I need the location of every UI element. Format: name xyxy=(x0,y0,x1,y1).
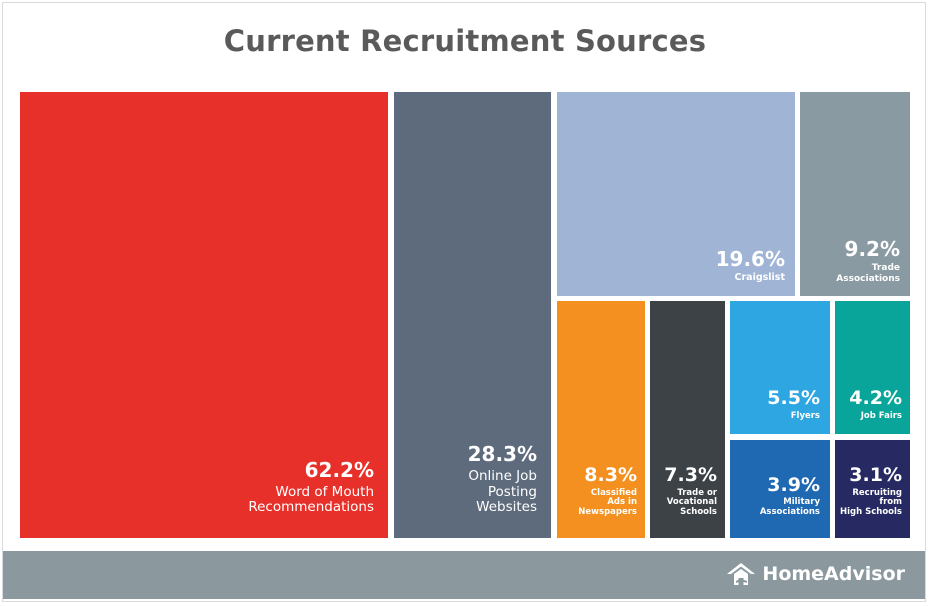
tile-label: Word of Mouth Recommendations xyxy=(248,483,374,516)
tile-trade-associations: 9.2% Trade Associations xyxy=(800,92,910,296)
tile-military-associations: 3.9% Military Associations xyxy=(730,440,830,538)
tile-percent: 9.2% xyxy=(844,237,900,262)
tile-online-job-posting: 28.3% Online Job Posting Websites xyxy=(394,92,551,538)
tile-label: Trade or Vocational Schools xyxy=(666,487,717,518)
tile-label: Recruiting from High Schools xyxy=(840,487,902,518)
tile-percent: 19.6% xyxy=(715,247,785,272)
tile-label: Job Fairs xyxy=(860,411,902,422)
tile-word-of-mouth: 62.2% Word of Mouth Recommendations xyxy=(20,92,388,538)
tile-flyers: 5.5% Flyers xyxy=(730,301,830,434)
tile-label: Military Associations xyxy=(759,497,820,518)
tile-craigslist: 19.6% Craigslist xyxy=(557,92,795,296)
tile-label: Flyers xyxy=(790,411,820,422)
tile-label: Online Job Posting Websites xyxy=(468,468,537,516)
tile-job-fairs: 4.2% Job Fairs xyxy=(835,301,910,434)
tile-percent: 62.2% xyxy=(304,457,374,482)
brand-logo: HomeAdvisor xyxy=(726,562,905,586)
tile-label: Classified Ads in Newspapers xyxy=(578,487,637,518)
tile-percent: 3.9% xyxy=(767,473,820,496)
tile-classified-ads: 8.3% Classified Ads in Newspapers xyxy=(557,301,645,538)
tile-percent: 28.3% xyxy=(467,442,537,467)
tile-label: Craigslist xyxy=(734,272,786,284)
tile-percent: 3.1% xyxy=(849,463,902,486)
house-logo-icon xyxy=(727,563,756,585)
tile-trade-vocational-schools: 7.3% Trade or Vocational Schools xyxy=(650,301,725,538)
tile-percent: 8.3% xyxy=(584,463,637,486)
tile-recruiting-high-schools: 3.1% Recruiting from High Schools xyxy=(835,440,910,538)
chart-title: Current Recruitment Sources xyxy=(223,24,707,58)
tile-percent: 4.2% xyxy=(849,387,902,410)
footer-bar: HomeAdvisor xyxy=(3,551,925,599)
tile-percent: 7.3% xyxy=(664,463,717,486)
tile-percent: 5.5% xyxy=(767,387,820,410)
tile-label: Trade Associations xyxy=(836,263,900,284)
brand-name: HomeAdvisor xyxy=(762,563,905,585)
